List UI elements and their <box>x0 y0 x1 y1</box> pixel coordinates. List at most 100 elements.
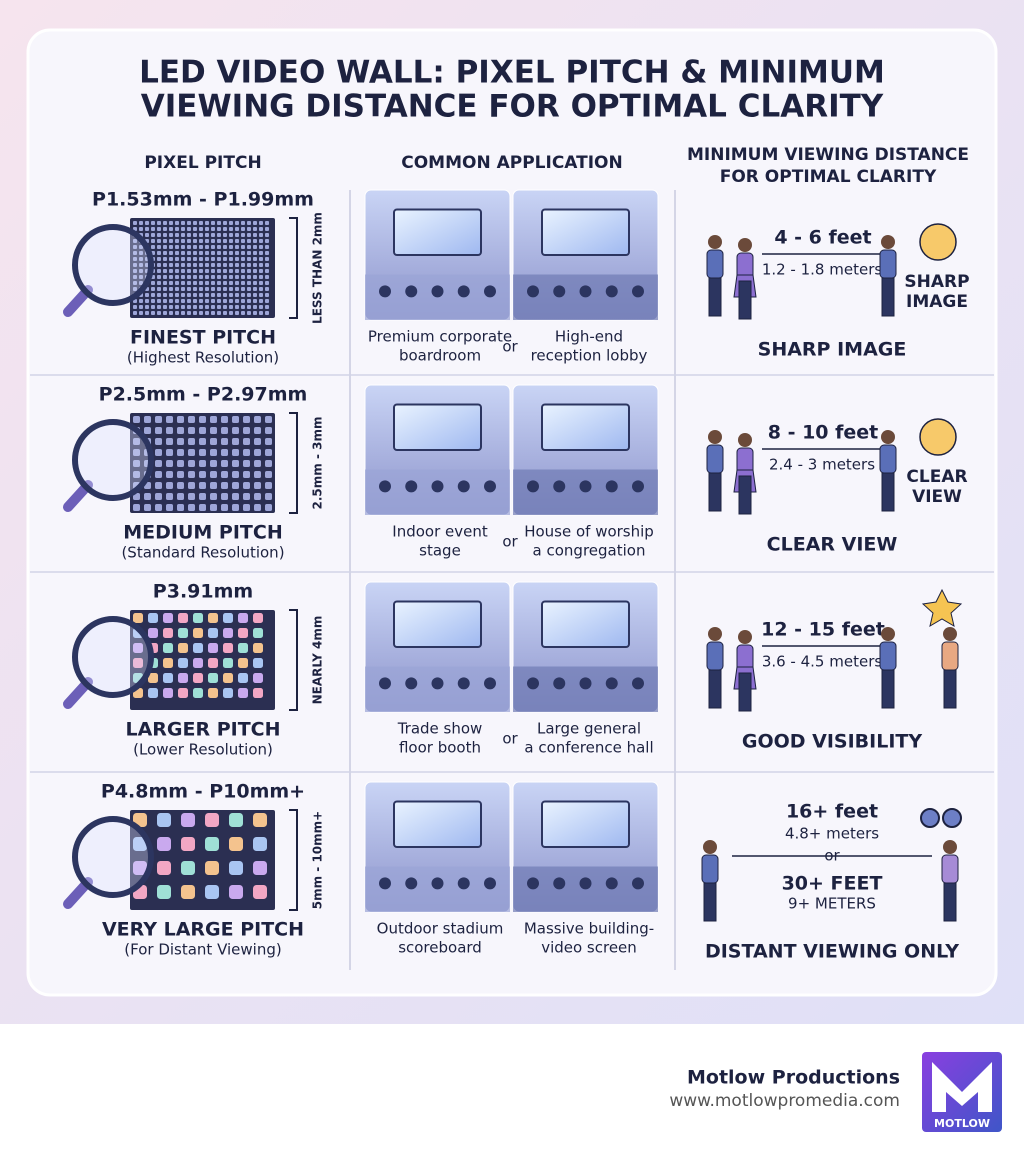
led-pixel <box>175 221 179 225</box>
led-pixel <box>177 416 184 423</box>
led-pixel <box>193 221 197 225</box>
led-pixel <box>145 311 149 315</box>
application-or: or <box>502 730 518 748</box>
led-pixel <box>133 311 137 315</box>
led-pixel <box>241 299 245 303</box>
led-pixel <box>163 281 167 285</box>
led-pixel <box>133 257 137 261</box>
person-body <box>706 641 724 671</box>
led-pixel <box>166 427 173 434</box>
led-pixel <box>243 416 250 423</box>
led-pixel <box>155 460 162 467</box>
led-pixel <box>217 263 221 267</box>
led-pixel <box>221 493 228 500</box>
led-pixel <box>253 233 257 237</box>
led-pixel <box>193 281 197 285</box>
led-pixel <box>211 293 215 297</box>
led-pixel <box>145 305 149 309</box>
led-pixel <box>243 471 250 478</box>
person-body <box>701 854 719 884</box>
led-pixel <box>265 471 272 478</box>
led-pixel <box>177 438 184 445</box>
led-pixel <box>151 281 155 285</box>
led-pixel <box>238 628 248 638</box>
size-note: LESS THAN 2mm <box>311 212 325 324</box>
led-pixel <box>187 311 191 315</box>
led-pixel <box>211 287 215 291</box>
led-pixel <box>151 227 155 231</box>
led-pixel <box>253 628 263 638</box>
resolution: (Highest Resolution) <box>127 349 279 367</box>
led-pixel <box>181 813 195 827</box>
led-pixel <box>188 460 195 467</box>
led-pixel <box>175 239 179 243</box>
led-pixel <box>133 449 140 456</box>
person-legs <box>708 669 722 709</box>
led-pixel <box>175 293 179 297</box>
led-pixel <box>148 613 158 623</box>
application-caption: House of worship <box>524 523 654 541</box>
led-pixel <box>223 239 227 243</box>
led-pixel <box>254 427 261 434</box>
led-pixel <box>241 263 245 267</box>
led-pixel <box>163 263 167 267</box>
led-pixel <box>223 628 233 638</box>
column-header: MINIMUM VIEWING DISTANCE <box>687 145 969 165</box>
led-pixel <box>265 427 272 434</box>
led-pixel <box>155 504 162 511</box>
led-pixel <box>232 449 239 456</box>
photo-figure <box>431 877 444 890</box>
led-pixel <box>223 287 227 291</box>
led-pixel <box>151 239 155 243</box>
led-pixel <box>205 245 209 249</box>
pitch-range: P4.8mm - P10mm+ <box>101 781 305 803</box>
led-pixel <box>169 311 173 315</box>
led-pixel <box>259 257 263 261</box>
led-pixel <box>181 287 185 291</box>
led-pixel <box>169 281 173 285</box>
photo-figure <box>405 877 418 890</box>
photo-figure <box>632 677 644 690</box>
pitch-name: MEDIUM PITCH <box>123 522 282 544</box>
led-pixel <box>210 427 217 434</box>
led-pixel <box>235 269 239 273</box>
led-pixel <box>188 482 195 489</box>
size-bracket <box>289 217 298 319</box>
photo-figure <box>405 285 418 298</box>
led-pixel <box>178 658 188 668</box>
led-pixel <box>247 269 251 273</box>
photo-figure <box>527 480 539 493</box>
led-pixel <box>157 263 161 267</box>
led-pixel <box>187 233 191 237</box>
led-pixel <box>193 305 197 309</box>
led-pixel <box>247 281 251 285</box>
led-pixel <box>181 263 185 267</box>
led-pixel <box>208 613 218 623</box>
led-pixel <box>253 813 267 827</box>
led-pixel <box>188 438 195 445</box>
led-pixel <box>241 281 245 285</box>
photo-figure <box>431 285 444 298</box>
led-pixel <box>265 233 269 237</box>
led-pixel <box>199 239 203 243</box>
led-pixel <box>223 311 227 315</box>
led-pixel <box>265 263 269 267</box>
led-pixel <box>169 269 173 273</box>
led-pixel <box>229 251 233 255</box>
led-pixel <box>199 251 203 255</box>
led-pixel <box>247 251 251 255</box>
led-pixel <box>133 221 137 225</box>
led-pixel <box>211 227 215 231</box>
led-pixel <box>181 233 185 237</box>
led-pixel <box>254 460 261 467</box>
person-body <box>706 249 724 279</box>
led-pixel <box>211 245 215 249</box>
led-pixel <box>163 643 173 653</box>
photo-figure <box>379 677 391 690</box>
led-pixel <box>181 269 185 273</box>
led-pixel <box>235 305 239 309</box>
magnifier-lens <box>72 419 154 501</box>
distance-meters: 9+ METERS <box>788 895 876 913</box>
led-pixel <box>253 257 257 261</box>
